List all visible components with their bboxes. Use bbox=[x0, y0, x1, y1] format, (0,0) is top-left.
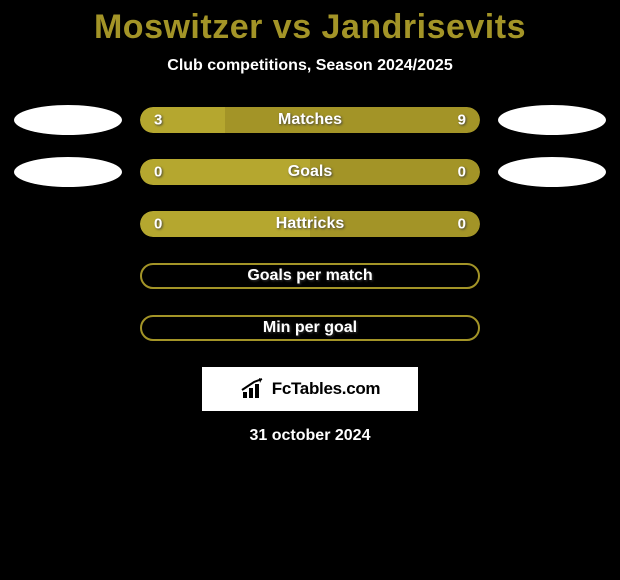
comparison-infographic: Moswitzer vs Jandrisevits Club competiti… bbox=[0, 0, 620, 445]
player-left-marker bbox=[14, 105, 122, 135]
bar-fill-right bbox=[310, 159, 480, 185]
stat-row: Min per goal bbox=[0, 313, 620, 343]
bar-fill-left bbox=[140, 159, 310, 185]
stat-label: Goals per match bbox=[247, 267, 372, 285]
stat-right-value: 9 bbox=[458, 112, 466, 129]
player-right-marker bbox=[498, 157, 606, 187]
stat-left-value: 0 bbox=[154, 216, 162, 233]
stat-row: 3 Matches 9 bbox=[0, 105, 620, 135]
stat-row: Goals per match bbox=[0, 261, 620, 291]
stat-bar-min-per-goal: Min per goal bbox=[140, 315, 480, 341]
stat-right-value: 0 bbox=[458, 216, 466, 233]
stat-bar-goals-per-match: Goals per match bbox=[140, 263, 480, 289]
player-right-marker bbox=[498, 105, 606, 135]
player-left-marker bbox=[14, 157, 122, 187]
bar-fill-left bbox=[140, 107, 225, 133]
stat-label: Min per goal bbox=[263, 319, 357, 337]
stat-left-value: 3 bbox=[154, 112, 162, 129]
stat-label: Hattricks bbox=[276, 215, 344, 233]
stat-bar-hattricks: 0 Hattricks 0 bbox=[140, 211, 480, 237]
stat-right-value: 0 bbox=[458, 164, 466, 181]
stat-label: Goals bbox=[288, 163, 332, 181]
date-line: 31 october 2024 bbox=[250, 427, 371, 445]
stat-left-value: 0 bbox=[154, 164, 162, 181]
stat-bar-matches: 3 Matches 9 bbox=[140, 107, 480, 133]
chart-icon bbox=[240, 378, 266, 400]
page-title: Moswitzer vs Jandrisevits bbox=[94, 8, 526, 47]
stat-row: 0 Goals 0 bbox=[0, 157, 620, 187]
stat-row: 0 Hattricks 0 bbox=[0, 209, 620, 239]
stat-bar-goals: 0 Goals 0 bbox=[140, 159, 480, 185]
bar-fill-right bbox=[225, 107, 480, 133]
stat-label: Matches bbox=[278, 111, 342, 129]
logo-text: FcTables.com bbox=[272, 379, 381, 399]
page-subtitle: Club competitions, Season 2024/2025 bbox=[167, 57, 452, 75]
logo-box: FcTables.com bbox=[202, 367, 418, 411]
